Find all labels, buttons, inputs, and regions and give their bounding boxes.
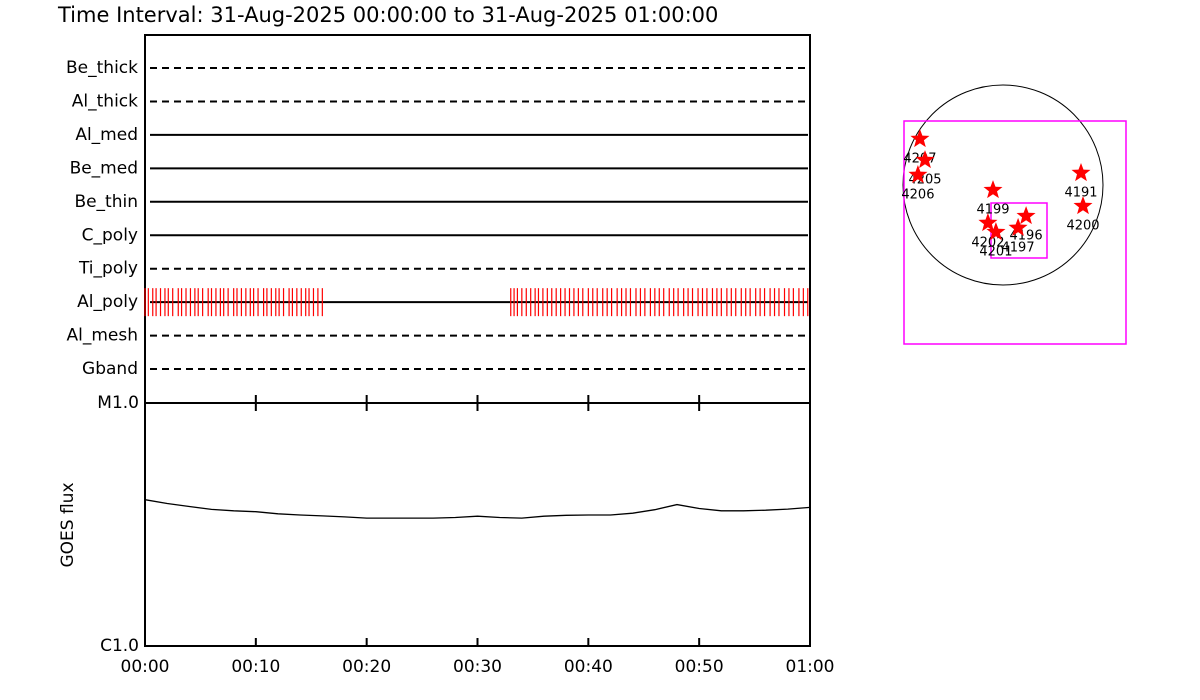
x-tick-label: 00:30 [453,657,502,677]
region-marker [1016,206,1036,225]
x-tick-label: 01:00 [786,657,835,677]
region-marker [983,180,1003,199]
row-label: Be_med [70,158,138,178]
region-marker [1071,163,1091,182]
goes-frame [144,402,811,647]
y-tick-label: M1.0 [97,393,139,413]
row-label: C_poly [82,225,138,245]
x-tick-label: 00:40 [564,657,613,677]
y-axis-label: GOES flux [58,482,78,567]
timeline-frame [144,34,811,404]
solar-disk [902,84,1104,286]
x-tick-label: 00:20 [342,657,391,677]
row-label: Al_poly [77,292,138,312]
row-label: Ti_poly [78,259,138,279]
region-label: 4200 [1066,219,1099,234]
region-marker [908,165,928,184]
chart-title: Time Interval: 31-Aug-2025 00:00:00 to 3… [57,3,718,27]
region-marker [910,129,930,148]
region-label: 4197 [1002,240,1035,255]
region-label: 4201 [979,245,1012,260]
region-label: 4206 [901,188,934,203]
row-label: Gband [82,359,138,379]
region-label: 4199 [976,203,1009,218]
x-tick-label: 00:50 [675,657,724,677]
row-label: Be_thin [74,192,138,212]
region-marker [978,213,998,232]
region-label: 4202 [971,236,1004,251]
row-label: Al_med [75,125,138,145]
region-marker [1008,217,1028,236]
row-label: Al_mesh [66,326,138,346]
region-marker [1073,196,1093,215]
y-tick-label: C1.0 [100,636,139,656]
row-label: Al_thick [72,91,138,111]
x-tick-label: 00:10 [231,657,280,677]
region-marker [915,150,935,169]
region-marker [986,222,1006,241]
region-label: 4191 [1064,186,1097,201]
flux-line [144,499,811,519]
fov-box [903,120,1127,345]
row-label: Be_thick [66,58,138,78]
x-tick-label: 00:00 [121,657,170,677]
